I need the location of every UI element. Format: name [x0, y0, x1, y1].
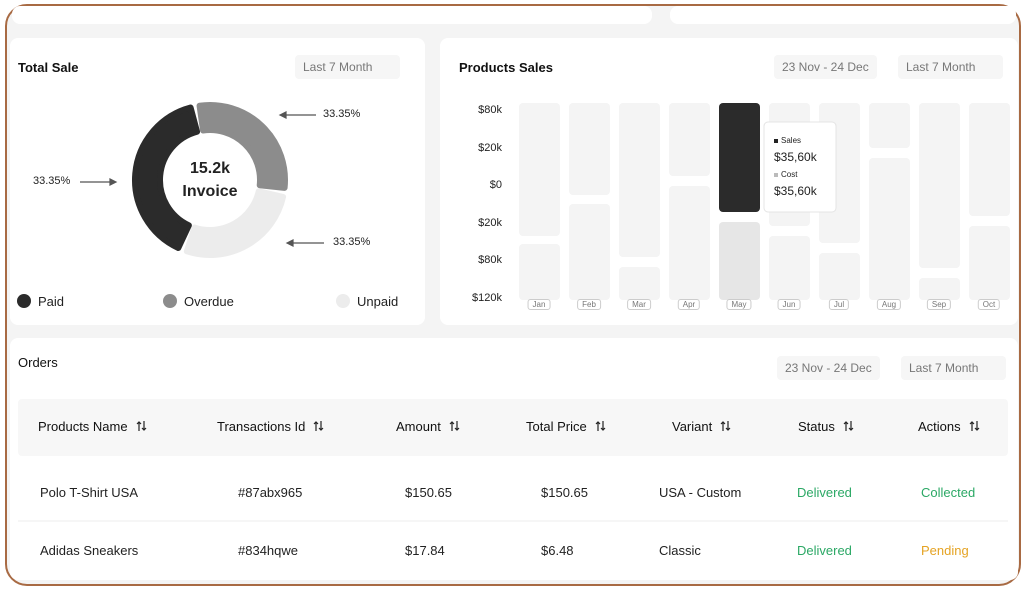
donut-segment: [132, 104, 201, 251]
bar-block: [669, 103, 710, 176]
month-label: Apr: [677, 299, 701, 310]
bar-block: [869, 103, 910, 148]
donut-segment: [183, 188, 287, 258]
tooltip-key: [774, 139, 778, 143]
month-label: Aug: [876, 299, 902, 310]
month-label: Sep: [926, 299, 952, 310]
legend-label: Overdue: [184, 294, 234, 309]
tooltip-box: [763, 121, 837, 213]
table-header-bg: [18, 399, 1008, 456]
segment-label: 33.35%: [333, 236, 371, 248]
column-header: Variant: [672, 419, 732, 434]
y-label: $120k: [472, 291, 502, 304]
products-sales-title: Products Sales: [459, 60, 553, 75]
legend-label: Paid: [38, 294, 65, 309]
legend-dot: [163, 294, 177, 308]
column-header: Total Price: [526, 419, 607, 434]
cell: #834hqwe: [238, 543, 298, 558]
month-label: May: [726, 299, 752, 310]
sort-icon[interactable]: [136, 420, 148, 432]
date-range-button[interactable]: 23 Nov - 24 Dec: [777, 356, 880, 380]
cell: Collected: [921, 485, 976, 500]
bar-block: [769, 236, 810, 300]
tooltip-value: $35,60k: [774, 184, 817, 198]
donut: [132, 102, 288, 258]
tooltip-value: $35,60k: [774, 150, 817, 164]
month-label: Mar: [627, 299, 651, 310]
cell: Pending: [921, 543, 969, 558]
date-range-button[interactable]: 23 Nov - 24 Dec: [774, 55, 877, 79]
bar-block: [969, 226, 1010, 300]
total-sale-title: Total Sale: [18, 60, 79, 75]
tooltip-label: Cost: [781, 170, 798, 179]
bar-block: [869, 158, 910, 300]
month-label: Jan: [527, 299, 551, 310]
column-header: Products Name: [38, 419, 148, 434]
column-header: Transactions Id: [217, 419, 325, 434]
cell: $6.48: [541, 543, 574, 558]
y-label: $20k: [478, 216, 502, 229]
cell: Polo T-Shirt USA: [40, 485, 139, 500]
tooltip-label: Sales: [781, 136, 802, 145]
bar-block: [719, 103, 760, 212]
center-value: 15.2k: [189, 160, 231, 177]
sort-icon[interactable]: [720, 420, 732, 432]
top-card: [670, 6, 1016, 24]
bar-block: [569, 103, 610, 195]
filter-button[interactable]: Last 7 Month: [295, 55, 401, 79]
bar-block: [569, 204, 610, 300]
filter-button[interactable]: Last 7 Month: [901, 356, 1007, 380]
bar-block: [619, 103, 660, 257]
legend-dot: [17, 294, 31, 308]
sort-icon[interactable]: [449, 420, 461, 432]
legend-dot: [336, 294, 350, 308]
legend-label: Unpaid: [357, 294, 399, 309]
orders-title: Orders: [18, 355, 58, 370]
sort-icon[interactable]: [969, 420, 981, 432]
tooltip-key: [774, 173, 778, 177]
bar-block: [819, 253, 860, 300]
cell: USA - Custom: [659, 485, 742, 500]
cell: Adidas Sneakers: [40, 543, 139, 558]
cell: $17.84: [405, 543, 445, 558]
bar-block: [519, 103, 560, 236]
top-card: [12, 6, 652, 24]
column-header: Status: [798, 419, 855, 434]
center-label: Invoice: [182, 183, 238, 200]
sort-icon[interactable]: [595, 420, 607, 432]
bar-block: [619, 267, 660, 300]
bar-block: [969, 103, 1010, 216]
y-label: $80k: [478, 254, 502, 266]
sort-icon[interactable]: [843, 420, 855, 432]
donut-segment: [196, 102, 288, 191]
total-sale-card: [10, 38, 425, 325]
cell: #87abx965: [238, 485, 303, 500]
bar-block: [669, 186, 710, 300]
cell: $150.65: [405, 485, 452, 500]
segment-label: 33.35%: [323, 108, 361, 120]
cell: $150.65: [541, 485, 588, 500]
cell: Delivered: [797, 485, 852, 500]
bar-block: [719, 222, 760, 300]
column-header: Amount: [396, 419, 461, 434]
column-header: Actions: [918, 419, 981, 434]
y-label: $80k: [478, 104, 502, 116]
month-label: Feb: [577, 299, 601, 310]
cell: Classic: [659, 543, 701, 558]
filter-button[interactable]: Last 7 Month: [898, 55, 1004, 79]
y-label: $0: [489, 179, 502, 191]
sort-icon[interactable]: [313, 420, 325, 432]
cell: Delivered: [797, 543, 852, 558]
month-label: Jul: [828, 299, 850, 310]
month-label: Jun: [777, 299, 801, 310]
y-label: $20k: [478, 141, 502, 154]
bar-block: [919, 278, 960, 300]
bar-block: [519, 244, 560, 300]
arrows: [80, 111, 324, 247]
month-label: Oct: [977, 299, 1001, 310]
segment-label: 33.35%: [33, 175, 71, 187]
bar-block: [919, 103, 960, 268]
